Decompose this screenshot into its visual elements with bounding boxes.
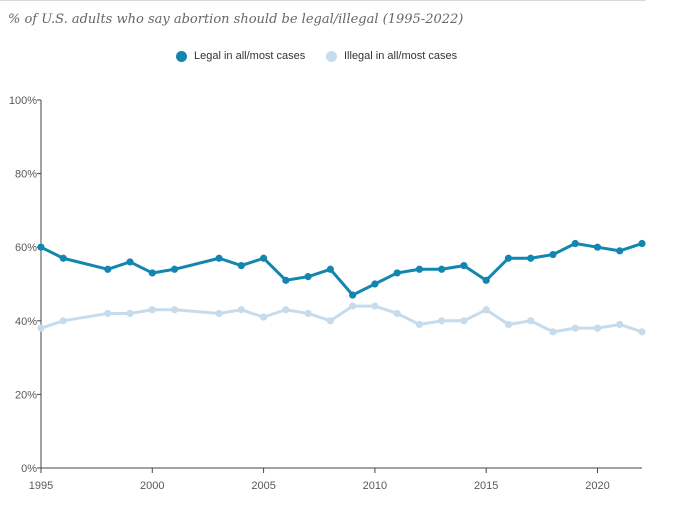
data-point-legal	[593, 243, 602, 251]
series-line-illegal	[39, 304, 644, 334]
y-tick-label: 20%	[15, 389, 37, 401]
data-point-legal	[371, 280, 379, 288]
data-point-legal	[304, 273, 312, 281]
data-point-illegal	[393, 309, 401, 318]
data-point-illegal	[638, 328, 646, 336]
data-point-legal	[215, 254, 223, 262]
data-point-legal	[638, 239, 646, 248]
data-point-illegal	[237, 306, 245, 314]
data-point-illegal	[371, 302, 379, 310]
data-point-legal	[259, 254, 268, 262]
data-point-legal	[527, 254, 535, 262]
data-point-illegal	[282, 306, 290, 314]
legend-item-illegal[interactable]: Illegal in all/most cases	[326, 50, 457, 62]
y-tick-label: 40%	[15, 316, 37, 328]
data-point-illegal	[549, 328, 557, 336]
data-point-legal	[148, 269, 156, 277]
legend-label-illegal: Illegal in all/most cases	[344, 50, 458, 62]
data-point-illegal	[304, 309, 312, 318]
data-point-legal	[237, 262, 245, 270]
series-legal	[37, 239, 646, 299]
x-tick-label: 1995	[29, 480, 53, 492]
data-point-legal	[438, 265, 446, 273]
y-tick-label: 80%	[15, 169, 37, 181]
series-line-legal	[39, 242, 644, 297]
legend-item-legal[interactable]: Legal in all/most cases	[176, 50, 305, 62]
legend-swatch-illegal-icon	[326, 50, 337, 62]
data-point-legal	[37, 243, 45, 251]
data-point-legal	[59, 254, 67, 262]
data-point-illegal	[326, 317, 334, 325]
data-point-legal	[326, 265, 334, 273]
legend-label-legal: Legal in all/most cases	[194, 50, 306, 62]
data-point-illegal	[259, 313, 268, 321]
data-point-illegal	[148, 306, 156, 314]
data-point-illegal	[571, 324, 579, 332]
data-point-legal	[393, 269, 401, 277]
data-point-legal	[415, 265, 424, 273]
data-point-illegal	[460, 317, 468, 325]
x-tick-label: 2015	[474, 480, 498, 492]
data-point-legal	[282, 276, 290, 284]
series-layer	[37, 239, 646, 336]
x-tick-label: 2020	[585, 480, 609, 492]
series-illegal	[37, 302, 646, 336]
data-point-illegal	[527, 317, 535, 325]
legend-swatch-legal-icon	[176, 50, 187, 62]
data-point-legal	[482, 276, 490, 284]
x-tick-label: 2010	[363, 480, 387, 492]
data-point-illegal	[126, 309, 134, 318]
data-point-illegal	[170, 306, 179, 314]
data-point-legal	[571, 239, 579, 248]
data-point-legal	[616, 247, 624, 255]
data-point-legal	[549, 250, 557, 259]
data-point-illegal	[504, 320, 513, 329]
data-point-legal	[104, 265, 112, 273]
x-tick-label: 2000	[140, 480, 164, 492]
data-point-legal	[170, 265, 179, 273]
data-point-illegal	[415, 320, 424, 329]
data-point-illegal	[349, 302, 357, 310]
x-tick-label: 2005	[251, 480, 275, 492]
top-rule	[0, 0, 646, 1]
chart-subtitle: % of U.S. adults who say abortion should…	[8, 12, 464, 27]
data-point-legal	[504, 254, 513, 262]
data-point-illegal	[104, 309, 112, 318]
data-point-legal	[460, 262, 468, 270]
y-tick-label: 60%	[15, 242, 37, 254]
data-point-illegal	[482, 306, 490, 314]
data-point-illegal	[59, 317, 67, 325]
data-point-legal	[349, 291, 357, 299]
data-point-illegal	[616, 320, 624, 329]
legend: Legal in all/most cases Illegal in all/m…	[0, 50, 646, 68]
data-point-illegal	[37, 324, 45, 332]
data-point-legal	[126, 258, 134, 266]
data-point-illegal	[593, 324, 602, 332]
y-tick-label: 100%	[9, 95, 37, 107]
y-tick-label: 0%	[21, 463, 37, 475]
data-point-illegal	[438, 317, 446, 325]
axes: 0% 20% 40% 60% 80% 100% 1995 2000 2005 2010 2015 20…	[9, 95, 642, 492]
data-point-illegal	[215, 309, 223, 318]
